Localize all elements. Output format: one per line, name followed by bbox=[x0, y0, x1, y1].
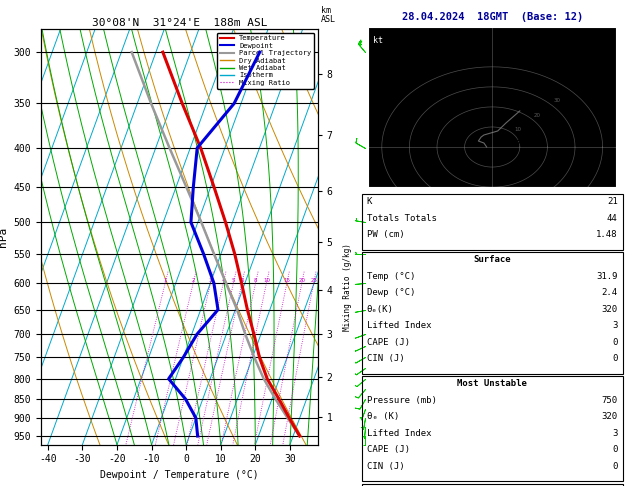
Title: 30°08'N  31°24'E  188m ASL: 30°08'N 31°24'E 188m ASL bbox=[91, 18, 267, 28]
Text: 30: 30 bbox=[554, 99, 560, 104]
Text: 5: 5 bbox=[231, 278, 235, 283]
Text: 31.9: 31.9 bbox=[596, 272, 618, 281]
Text: 15: 15 bbox=[284, 278, 291, 283]
Text: 25: 25 bbox=[310, 278, 317, 283]
Text: 21: 21 bbox=[607, 197, 618, 207]
Text: 1.48: 1.48 bbox=[596, 230, 618, 240]
Legend: Temperature, Dewpoint, Parcel Trajectory, Dry Adiabat, Wet Adiabat, Isotherm, Mi: Temperature, Dewpoint, Parcel Trajectory… bbox=[217, 33, 314, 88]
Text: 0: 0 bbox=[612, 462, 618, 471]
Text: 44: 44 bbox=[607, 214, 618, 223]
Text: Surface: Surface bbox=[474, 255, 511, 264]
Text: 4: 4 bbox=[221, 278, 225, 283]
Text: kt: kt bbox=[374, 36, 384, 45]
Text: km
ASL: km ASL bbox=[321, 6, 336, 24]
Text: 28.04.2024  18GMT  (Base: 12): 28.04.2024 18GMT (Base: 12) bbox=[401, 12, 583, 22]
Text: Mixing Ratio (g/kg): Mixing Ratio (g/kg) bbox=[343, 243, 352, 331]
Text: 3: 3 bbox=[612, 321, 618, 330]
Text: 3: 3 bbox=[612, 429, 618, 438]
Text: Most Unstable: Most Unstable bbox=[457, 379, 527, 388]
Text: 10: 10 bbox=[515, 127, 521, 132]
Text: 0: 0 bbox=[612, 354, 618, 364]
Text: θₑ(K): θₑ(K) bbox=[367, 305, 394, 314]
Text: 3: 3 bbox=[209, 278, 213, 283]
Text: 320: 320 bbox=[601, 305, 618, 314]
Text: Lifted Index: Lifted Index bbox=[367, 321, 431, 330]
X-axis label: Dewpoint / Temperature (°C): Dewpoint / Temperature (°C) bbox=[100, 470, 259, 480]
Text: θₑ (K): θₑ (K) bbox=[367, 412, 399, 421]
Text: Pressure (mb): Pressure (mb) bbox=[367, 396, 437, 405]
Text: 20: 20 bbox=[534, 113, 541, 118]
Text: 2: 2 bbox=[191, 278, 195, 283]
Text: Dewp (°C): Dewp (°C) bbox=[367, 288, 415, 297]
Text: 0: 0 bbox=[612, 338, 618, 347]
Text: 750: 750 bbox=[601, 396, 618, 405]
Text: Lifted Index: Lifted Index bbox=[367, 429, 431, 438]
Text: 2.4: 2.4 bbox=[601, 288, 618, 297]
Text: CAPE (J): CAPE (J) bbox=[367, 445, 409, 454]
Text: 20: 20 bbox=[298, 278, 305, 283]
Text: Totals Totals: Totals Totals bbox=[367, 214, 437, 223]
Y-axis label: hPa: hPa bbox=[0, 227, 8, 247]
Text: 8: 8 bbox=[254, 278, 257, 283]
Text: 0: 0 bbox=[612, 445, 618, 454]
Text: Temp (°C): Temp (°C) bbox=[367, 272, 415, 281]
Text: 10: 10 bbox=[263, 278, 270, 283]
Text: 1: 1 bbox=[164, 278, 167, 283]
Text: 6: 6 bbox=[240, 278, 243, 283]
Text: CAPE (J): CAPE (J) bbox=[367, 338, 409, 347]
Text: K: K bbox=[367, 197, 372, 207]
Text: 320: 320 bbox=[601, 412, 618, 421]
Text: CIN (J): CIN (J) bbox=[367, 462, 404, 471]
Text: PW (cm): PW (cm) bbox=[367, 230, 404, 240]
Text: CIN (J): CIN (J) bbox=[367, 354, 404, 364]
